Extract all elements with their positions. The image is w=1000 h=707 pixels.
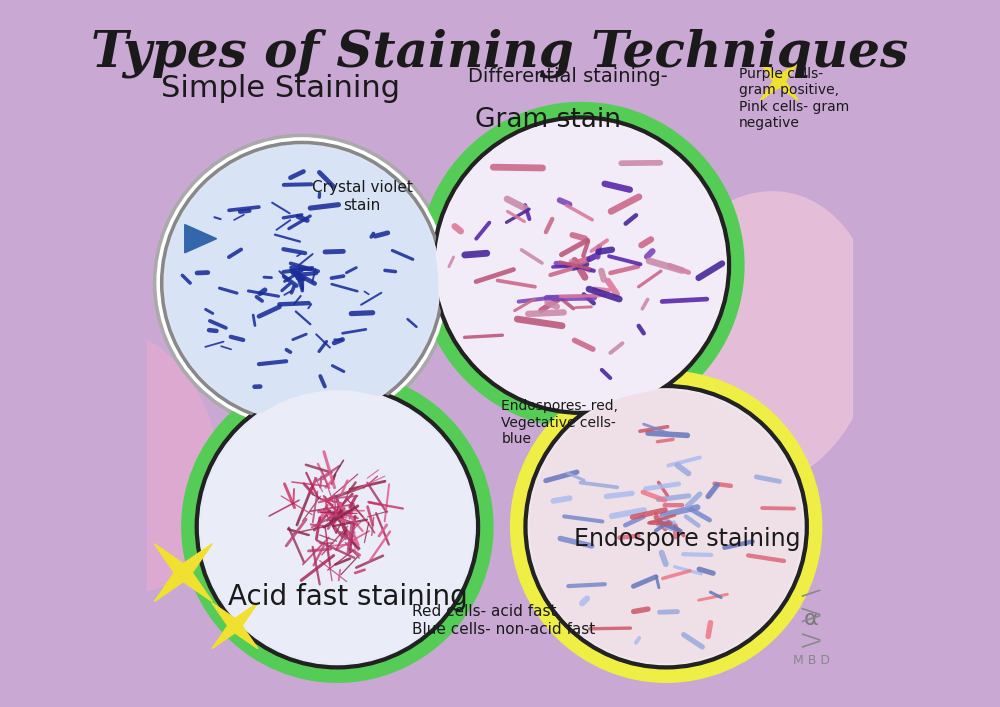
Polygon shape [760, 62, 798, 100]
Text: Red cells- acid fast
Blue cells- non-acid fast: Red cells- acid fast Blue cells- non-aci… [412, 604, 595, 637]
Circle shape [524, 385, 808, 669]
Circle shape [182, 371, 493, 682]
Text: Acid fast staining: Acid fast staining [228, 583, 468, 612]
Circle shape [200, 389, 475, 665]
Circle shape [197, 387, 477, 667]
Text: Purple cells-
gram positive,
Pink cells- gram
negative: Purple cells- gram positive, Pink cells-… [739, 67, 849, 130]
Text: Endospore staining: Endospore staining [574, 527, 801, 551]
Circle shape [154, 134, 451, 431]
Circle shape [202, 391, 473, 662]
Polygon shape [154, 544, 212, 602]
Polygon shape [212, 602, 258, 649]
Circle shape [530, 391, 802, 662]
Text: Gram stain: Gram stain [475, 107, 621, 134]
Circle shape [419, 103, 744, 428]
Ellipse shape [647, 192, 876, 487]
Text: Endospores- red,
Vegetative cells-
blue: Endospores- red, Vegetative cells- blue [501, 399, 618, 446]
Circle shape [511, 371, 822, 682]
Polygon shape [185, 225, 217, 253]
Circle shape [438, 122, 724, 408]
Text: α: α [804, 609, 818, 629]
Circle shape [434, 118, 728, 412]
Circle shape [436, 120, 726, 410]
Text: Crystal violet
stain: Crystal violet stain [312, 180, 413, 213]
Ellipse shape [16, 327, 220, 592]
Circle shape [161, 141, 443, 424]
Circle shape [195, 385, 479, 669]
Circle shape [432, 116, 730, 414]
Circle shape [166, 147, 438, 419]
Circle shape [164, 145, 440, 421]
Text: Differential staining-: Differential staining- [468, 67, 668, 86]
Circle shape [528, 389, 804, 665]
Circle shape [526, 387, 806, 667]
Text: M B D: M B D [793, 654, 830, 667]
Text: Types of Staining Techniques: Types of Staining Techniques [91, 28, 909, 78]
Text: Simple Staining: Simple Staining [161, 74, 400, 103]
Circle shape [157, 138, 447, 428]
